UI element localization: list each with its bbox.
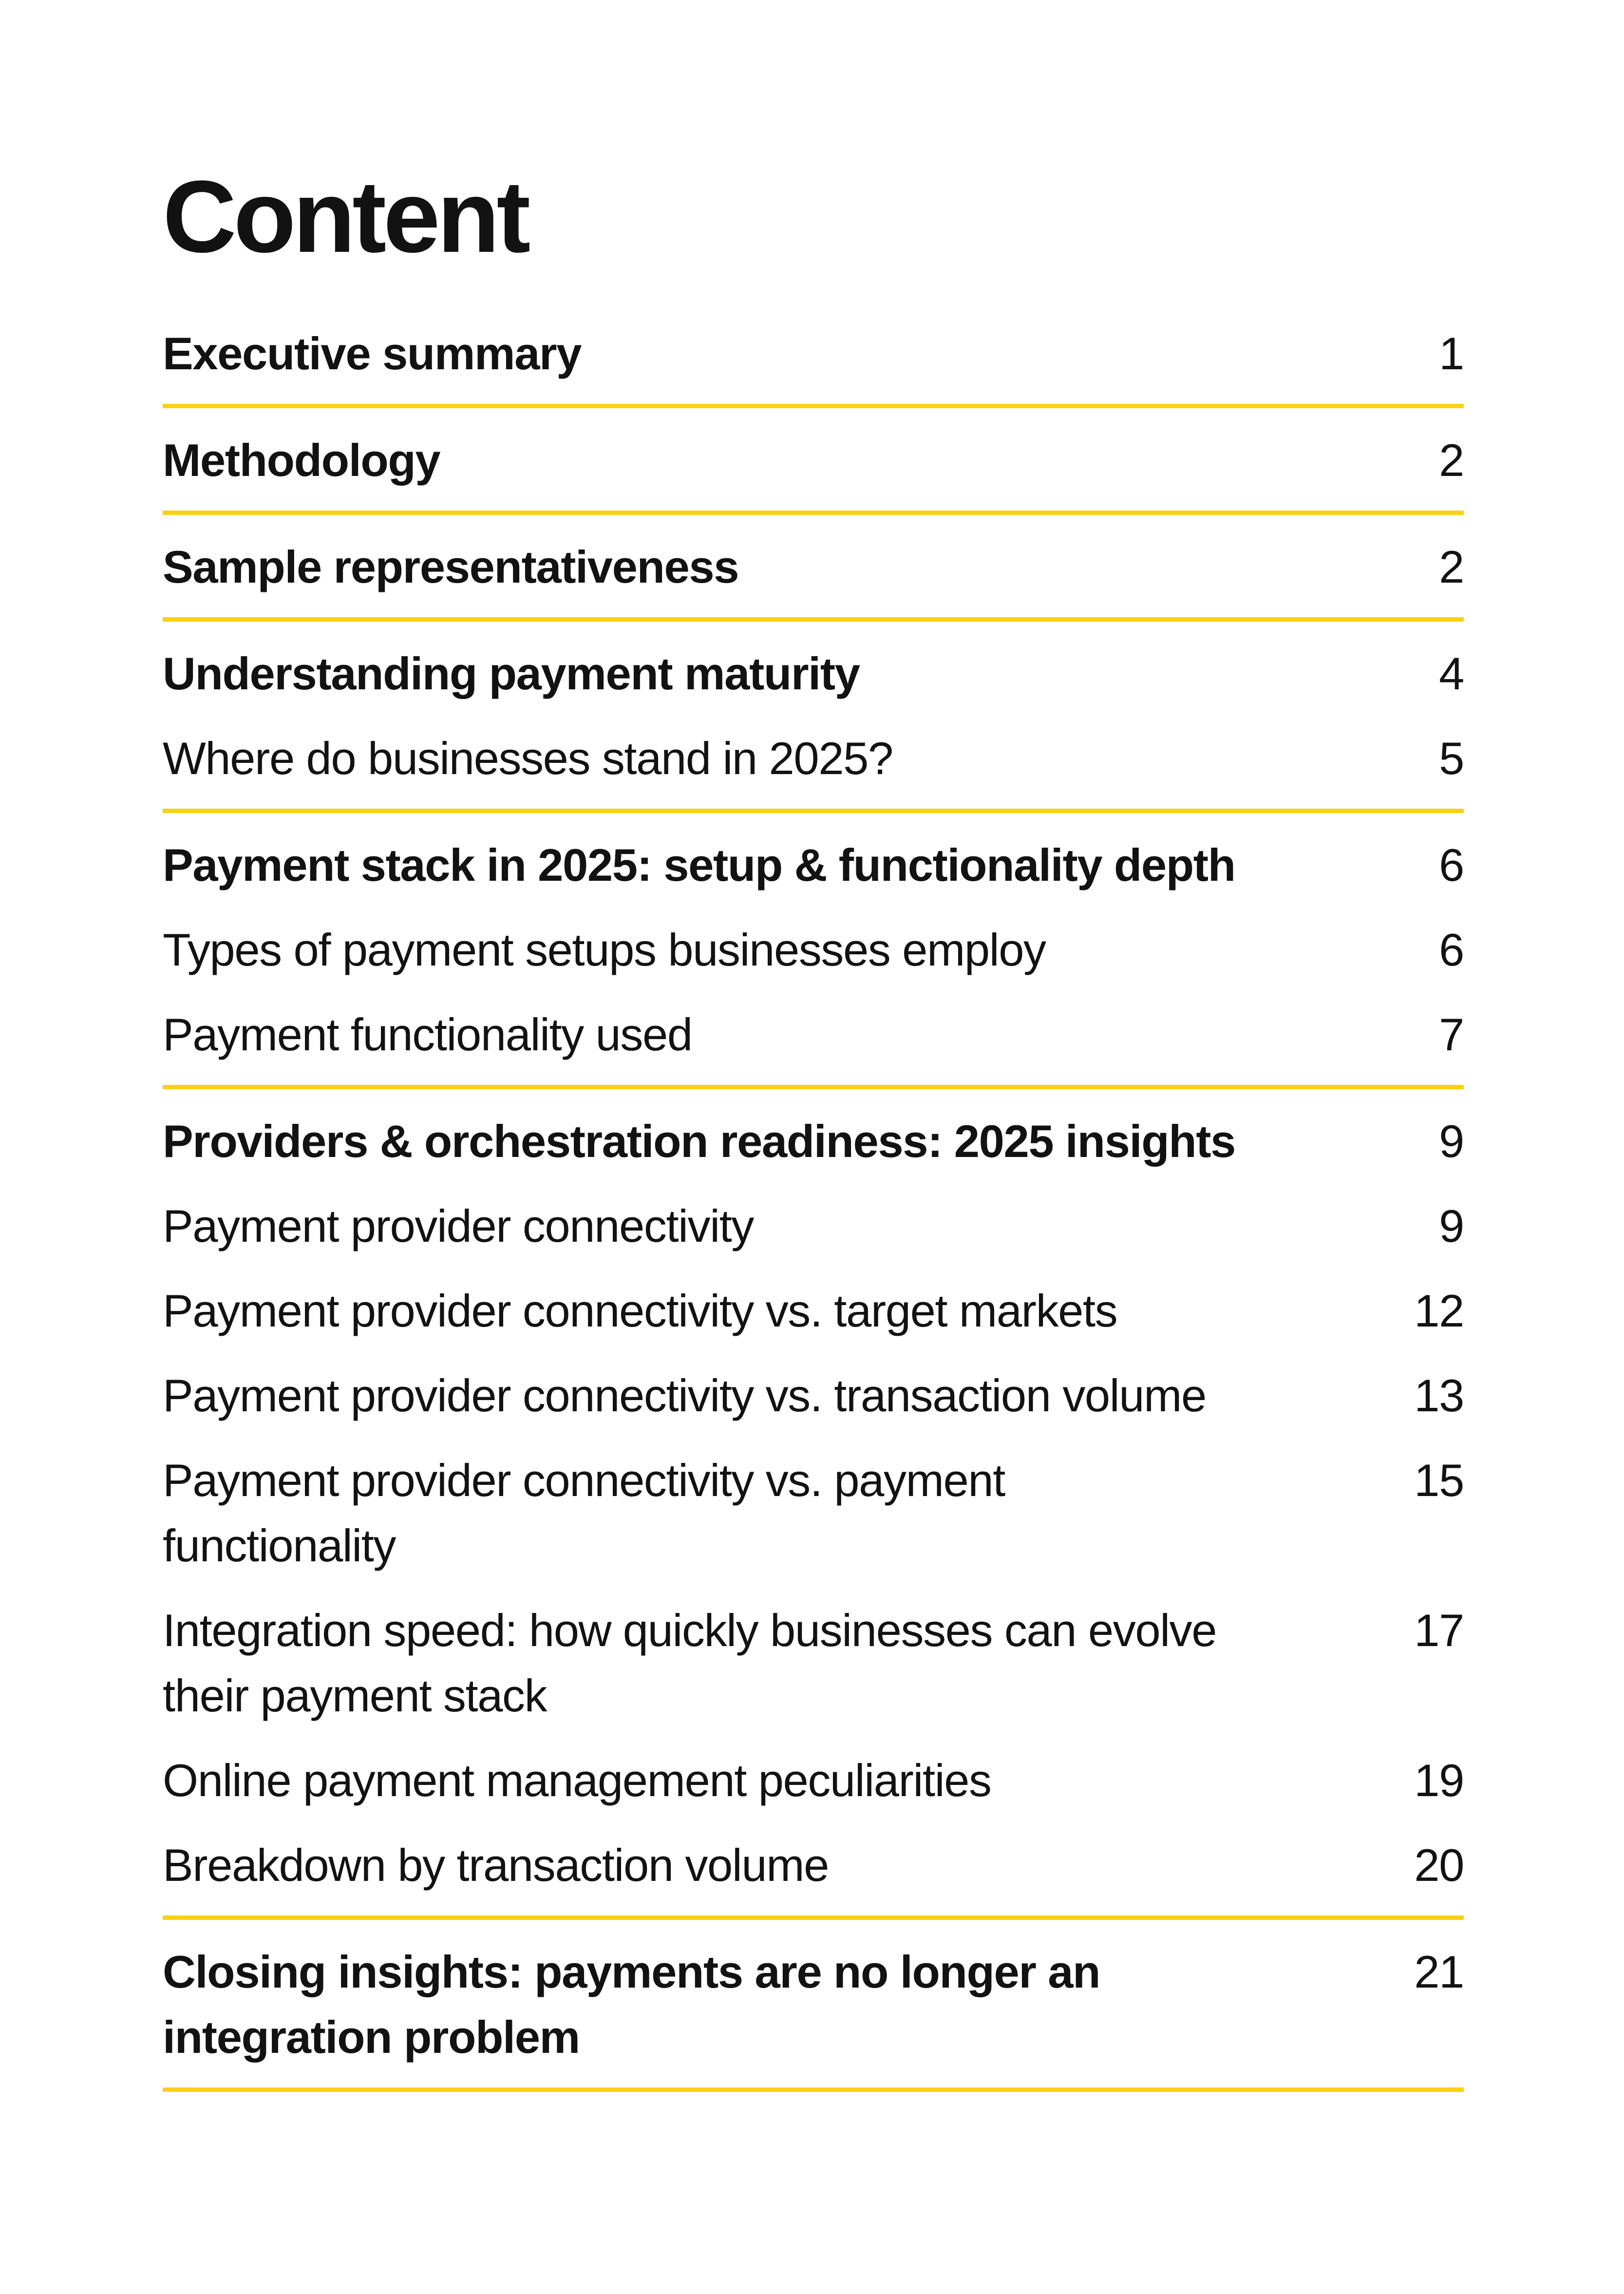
toc-entry[interactable]: Breakdown by transaction volume 20 xyxy=(163,1833,1464,1898)
toc-entry-label: Payment provider connectivity vs. transa… xyxy=(163,1370,1207,1421)
toc-entry-page: 2 xyxy=(1439,541,1464,592)
toc-entry[interactable]: Payment functionality used 7 xyxy=(163,1002,1464,1067)
toc-entry-page: 7 xyxy=(1439,1009,1464,1060)
toc-entry-page: 1 xyxy=(1439,328,1464,379)
toc-entry[interactable]: Payment provider connectivity vs. paymen… xyxy=(163,1448,1464,1578)
toc-entry[interactable]: Payment provider connectivity vs. target… xyxy=(163,1278,1464,1344)
toc-entry-page: 13 xyxy=(1414,1370,1464,1421)
toc-group-methodology: Methodology 2 xyxy=(163,428,1464,493)
toc-entry-label: Providers & orchestration readiness: 202… xyxy=(163,1116,1236,1167)
toc-group-closing-insights: Closing insights: payments are no longer… xyxy=(163,1939,1464,2070)
toc-entry-page: 9 xyxy=(1439,1200,1464,1251)
toc-entry-label: Payment functionality used xyxy=(163,1009,693,1060)
toc-entry-label: Payment stack in 2025: setup & functiona… xyxy=(163,839,1236,891)
toc-entry-label: Types of payment setups businesses emplo… xyxy=(163,924,1046,975)
toc-entry[interactable]: Closing insights: payments are no longer… xyxy=(163,1939,1464,2070)
toc-entry-label: Sample representativeness xyxy=(163,541,739,592)
section-divider xyxy=(163,2087,1464,2092)
toc-entry[interactable]: Payment stack in 2025: setup & functiona… xyxy=(163,833,1464,898)
toc-list: Executive summary 1 Methodology 2 Sample… xyxy=(163,321,1464,2092)
toc-entry-page: 2 xyxy=(1439,435,1464,486)
section-divider xyxy=(163,404,1464,408)
toc-entry[interactable]: Integration speed: how quickly businesse… xyxy=(163,1598,1464,1728)
section-divider xyxy=(163,617,1464,622)
toc-entry-page: 12 xyxy=(1414,1285,1464,1336)
toc-entry-label: Payment provider connectivity vs. paymen… xyxy=(163,1455,1005,1571)
toc-entry-page: 9 xyxy=(1439,1116,1464,1167)
toc-entry[interactable]: Sample representativeness 2 xyxy=(163,534,1464,600)
toc-entry-label: Closing insights: payments are no longer… xyxy=(163,1946,1101,2063)
toc-group-payment-stack: Payment stack in 2025: setup & functiona… xyxy=(163,833,1464,1067)
toc-entry-page: 17 xyxy=(1414,1605,1464,1656)
toc-entry-page: 20 xyxy=(1414,1839,1464,1891)
toc-entry-page: 6 xyxy=(1439,839,1464,891)
section-divider xyxy=(163,511,1464,515)
page-title: Content xyxy=(163,159,530,274)
toc-entry-label: Understanding payment maturity xyxy=(163,648,860,699)
toc-entry[interactable]: Providers & orchestration readiness: 202… xyxy=(163,1109,1464,1174)
toc-entry-label: Payment provider connectivity vs. target… xyxy=(163,1285,1118,1336)
section-divider xyxy=(163,1915,1464,1920)
toc-entry-page: 15 xyxy=(1414,1455,1464,1506)
toc-entry-label: Where do businesses stand in 2025? xyxy=(163,733,893,784)
toc-entry[interactable]: Executive summary 1 xyxy=(163,321,1464,386)
toc-entry-label: Breakdown by transaction volume xyxy=(163,1839,829,1891)
section-divider xyxy=(163,809,1464,813)
toc-entry[interactable]: Methodology 2 xyxy=(163,428,1464,493)
toc-entry[interactable]: Payment provider connectivity 9 xyxy=(163,1194,1464,1259)
toc-entry-page: 6 xyxy=(1439,924,1464,975)
toc-entry-label: Payment provider connectivity xyxy=(163,1200,754,1251)
toc-entry-label: Executive summary xyxy=(163,328,582,379)
toc-entry[interactable]: Where do businesses stand in 2025? 5 xyxy=(163,726,1464,791)
toc-entry-page: 5 xyxy=(1439,733,1464,784)
toc-entry-page: 19 xyxy=(1414,1755,1464,1806)
section-divider xyxy=(163,1085,1464,1089)
toc-group-providers-orchestration: Providers & orchestration readiness: 202… xyxy=(163,1109,1464,1898)
toc-entry-page: 4 xyxy=(1439,648,1464,699)
toc-entry[interactable]: Online payment management peculiarities … xyxy=(163,1748,1464,1813)
toc-entry-label: Integration speed: how quickly businesse… xyxy=(163,1605,1217,1721)
toc-entry[interactable]: Types of payment setups businesses emplo… xyxy=(163,917,1464,983)
toc-group-understanding-payment-maturity: Understanding payment maturity 4 Where d… xyxy=(163,641,1464,791)
toc-entry-label: Online payment management peculiarities xyxy=(163,1755,992,1806)
toc-entry[interactable]: Understanding payment maturity 4 xyxy=(163,641,1464,706)
toc-entry[interactable]: Payment provider connectivity vs. transa… xyxy=(163,1363,1464,1428)
toc-entry-label: Methodology xyxy=(163,435,441,486)
toc-group-executive-summary: Executive summary 1 xyxy=(163,321,1464,386)
toc-entry-page: 21 xyxy=(1414,1946,1464,1997)
toc-group-sample-representativeness: Sample representativeness 2 xyxy=(163,534,1464,600)
